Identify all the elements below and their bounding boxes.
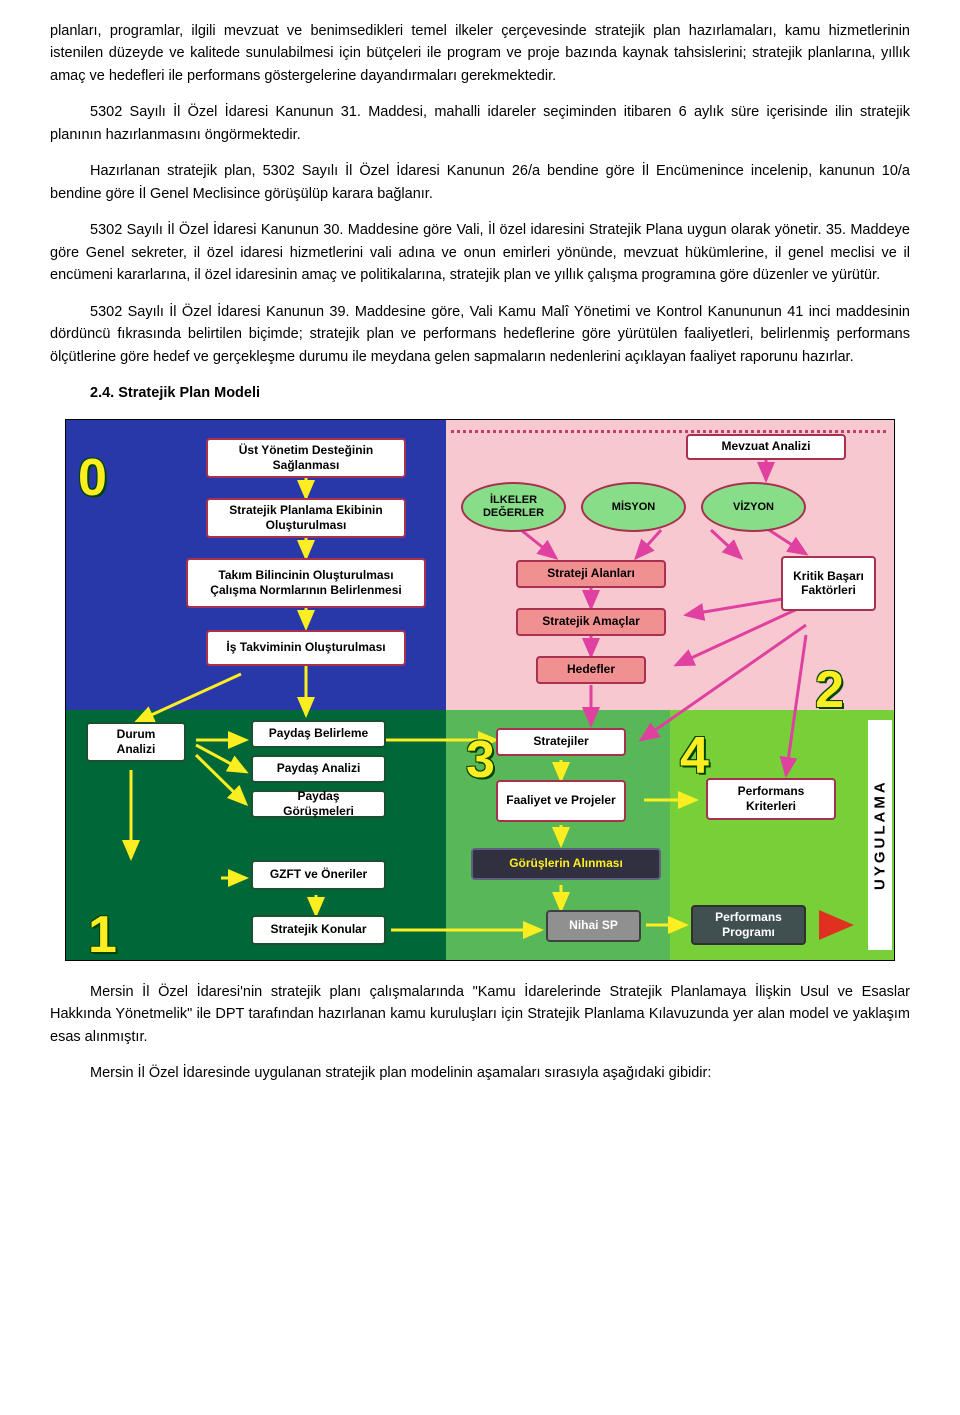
paragraph-1: planları, programlar, ilgili mevzuat ve … <box>50 20 910 87</box>
node-performans-kriterleri: Performans Kriterleri <box>706 778 836 820</box>
node-vizyon: VİZYON <box>701 482 806 532</box>
paragraph-5: 5302 Sayılı İl Özel İdaresi Kanunun 39. … <box>50 301 910 368</box>
node-hedefler: Hedefler <box>536 656 646 684</box>
node-ilkeler: İLKELER DEĞERLER <box>461 482 566 532</box>
node-paydas-gorusmeleri: Paydaş Görüşmeleri <box>251 790 386 818</box>
node-gzft: GZFT ve Öneriler <box>251 860 386 890</box>
node-ust-yonetim: Üst Yönetim Desteğinin Sağlanması <box>206 438 406 478</box>
node-paydas-analizi: Paydaş Analizi <box>251 755 386 783</box>
strategic-plan-diagram: 0 1 2 3 4 Üst Yönetim Desteğinin Sağlanm… <box>65 419 895 961</box>
node-ekip: Stratejik Planlama Ekibinin Oluşturulmas… <box>206 498 406 538</box>
uygulama-text: UYGULAMA <box>868 779 891 890</box>
node-durum: Durum Analizi <box>86 722 186 762</box>
node-nihai-sp: Nihai SP <box>546 910 641 942</box>
node-mevzuat: Mevzuat Analizi <box>686 434 846 460</box>
paragraph-6: Mersin İl Özel İdaresi'nin stratejik pla… <box>50 981 910 1048</box>
node-stratejik-konular: Stratejik Konular <box>251 915 386 945</box>
quadrant-number-0: 0 <box>78 438 107 519</box>
node-alanlar: Strateji Alanları <box>516 560 666 588</box>
node-faaliyet: Faaliyet ve Projeler <box>496 780 626 822</box>
node-performans-programi: Performans Programı <box>691 905 806 945</box>
node-stratejiler: Stratejiler <box>496 728 626 756</box>
node-paydas-belirleme: Paydaş Belirleme <box>251 720 386 748</box>
paragraph-2: 5302 Sayılı İl Özel İdaresi Kanunun 31. … <box>50 101 910 146</box>
node-gorusler: Görüşlerin Alınması <box>471 848 661 880</box>
paragraph-4: 5302 Sayılı İl Özel İdaresi Kanunun 30. … <box>50 219 910 286</box>
node-kritik: Kritik Başarı Faktörleri <box>781 556 876 611</box>
quadrant-number-4: 4 <box>680 716 709 797</box>
paragraph-3: Hazırlanan stratejik plan, 5302 Sayılı İ… <box>50 160 910 205</box>
arrow-uygulama-icon <box>819 910 854 940</box>
node-amaclar: Stratejik Amaçlar <box>516 608 666 636</box>
uygulama-label: UYGULAMA <box>868 720 892 950</box>
paragraph-7: Mersin İl Özel İdaresinde uygulanan stra… <box>50 1062 910 1084</box>
quadrant-number-3: 3 <box>466 720 495 801</box>
node-misyon: MİSYON <box>581 482 686 532</box>
dotted-line <box>451 430 886 433</box>
node-takvim: İş Takviminin Oluşturulması <box>206 630 406 666</box>
quadrant-number-1: 1 <box>88 895 117 976</box>
quadrant-number-2: 2 <box>815 650 844 731</box>
node-takim: Takım Bilincinin Oluşturulması Çalışma N… <box>186 558 426 608</box>
section-title: 2.4. Stratejik Plan Modeli <box>90 382 910 404</box>
